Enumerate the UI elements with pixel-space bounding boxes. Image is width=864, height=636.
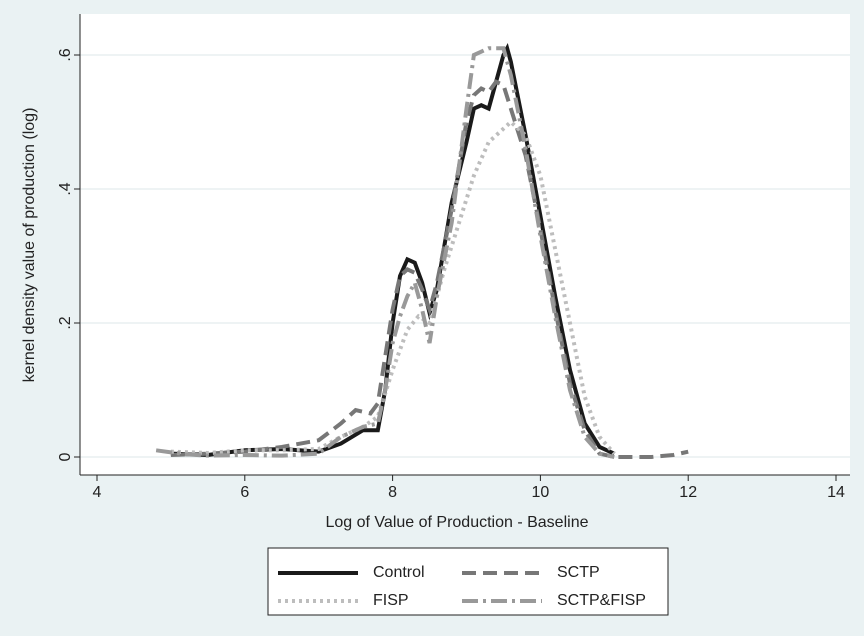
y-tick-label: .6	[57, 48, 74, 61]
series-line	[170, 43, 616, 457]
x-tick-label: 14	[827, 484, 845, 501]
plot-area	[80, 14, 850, 475]
y-tick-label: .2	[57, 316, 74, 329]
x-tick-label: 12	[679, 484, 697, 501]
x-tick-label: 6	[240, 484, 249, 501]
y-axis-title: kernel density value of production (log)	[21, 108, 38, 383]
y-tick-label: 0	[57, 452, 74, 461]
legend-label: FISP	[373, 592, 409, 609]
x-tick-label: 10	[532, 484, 550, 501]
y-tick-label: .4	[57, 182, 74, 195]
legend-label: SCTP	[557, 564, 600, 581]
legend-box	[267, 547, 669, 616]
series-line	[170, 119, 616, 455]
legend-label: Control	[373, 564, 425, 581]
x-tick-label: 4	[93, 484, 102, 501]
series-line	[155, 46, 615, 459]
x-axis-title: Log of Value of Production - Baseline	[326, 514, 589, 531]
legend-label: SCTP&FISP	[557, 592, 646, 609]
x-tick-label: 8	[388, 484, 397, 501]
